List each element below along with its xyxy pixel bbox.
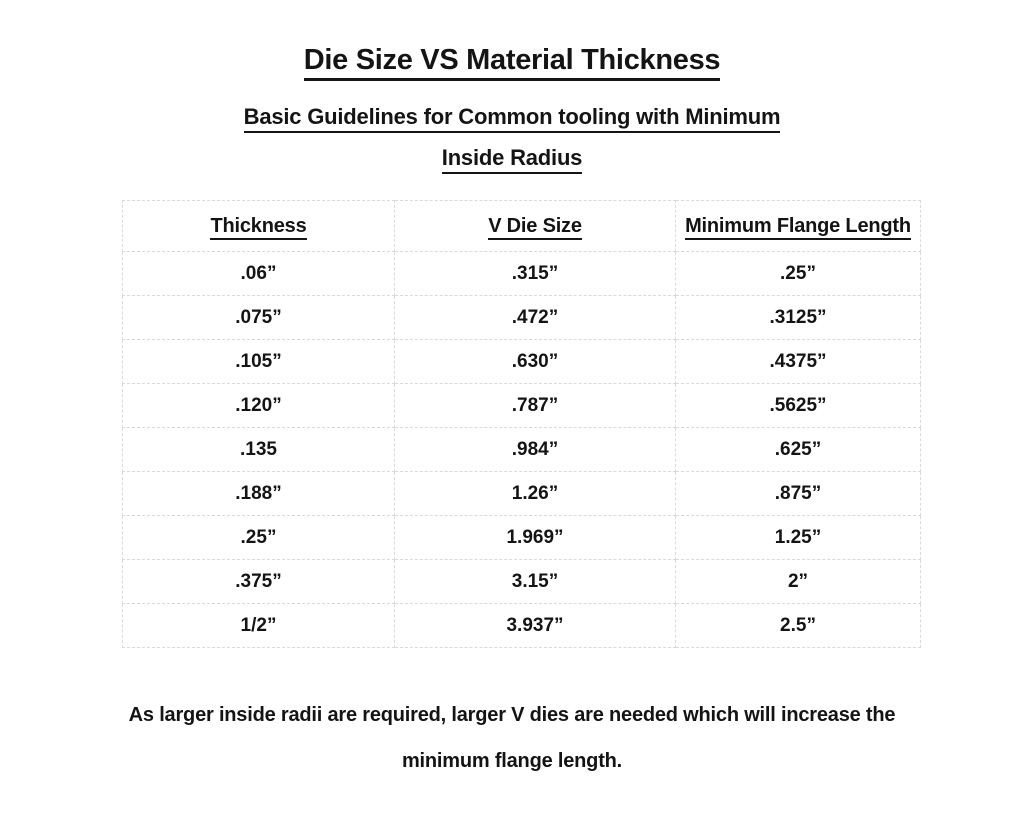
subtitle-line-1-text: Basic Guidelines for Common tooling with… <box>243 104 781 133</box>
cell-v-die-size: 1.26” <box>394 471 676 516</box>
cell-v-die-size: .787” <box>394 383 676 428</box>
cell-v-die-size: .315” <box>394 251 676 296</box>
cell-thickness: .06” <box>122 251 395 296</box>
cell-v-die-size: .472” <box>394 295 676 340</box>
cell-v-die-size: .984” <box>394 427 676 472</box>
header-min-flange-length: Minimum Flange Length <box>675 200 921 252</box>
cell-v-die-size: 3.15” <box>394 559 676 604</box>
cell-min-flange-length: 1.25” <box>675 515 921 560</box>
cell-thickness: .120” <box>122 383 395 428</box>
table-row: .375” 3.15” 2” <box>122 559 921 604</box>
cell-min-flange-length: .625” <box>675 427 921 472</box>
cell-min-flange-length: .3125” <box>675 295 921 340</box>
footnote-line-2: minimum flange length. <box>401 750 623 772</box>
cell-thickness: .375” <box>122 559 395 604</box>
header-thickness: Thickness <box>122 200 395 252</box>
cell-thickness: .188” <box>122 471 395 516</box>
footnote-line-1: As larger inside radii are required, lar… <box>128 704 896 726</box>
table-header-row: Thickness V Die Size Minimum Flange Leng… <box>122 200 921 252</box>
die-size-table: Thickness V Die Size Minimum Flange Leng… <box>122 200 921 648</box>
header-min-flange-length-text: Minimum Flange Length <box>685 214 911 240</box>
cell-thickness: .105” <box>122 339 395 384</box>
header-v-die-size-text: V Die Size <box>488 214 582 240</box>
table-row: .075” .472” .3125” <box>122 295 921 340</box>
cell-min-flange-length: .4375” <box>675 339 921 384</box>
cell-min-flange-length: .5625” <box>675 383 921 428</box>
cell-thickness: .25” <box>122 515 395 560</box>
cell-min-flange-length: 2.5” <box>675 603 921 648</box>
table-row: .25” 1.969” 1.25” <box>122 515 921 560</box>
table-row: .120” .787” .5625” <box>122 383 921 428</box>
cell-min-flange-length: 2” <box>675 559 921 604</box>
cell-thickness: .135 <box>122 427 395 472</box>
subtitle-line-2-text: Inside Radius <box>441 145 582 174</box>
cell-thickness: .075” <box>122 295 395 340</box>
cell-thickness: 1/2” <box>122 603 395 648</box>
header-thickness-text: Thickness <box>210 214 307 240</box>
table-row: .135 .984” .625” <box>122 427 921 472</box>
page-title: Die Size VS Material Thickness <box>0 44 1024 81</box>
cell-v-die-size: 1.969” <box>394 515 676 560</box>
cell-v-die-size: .630” <box>394 339 676 384</box>
table-row: .105” .630” .4375” <box>122 339 921 384</box>
table-row: .06” .315” .25” <box>122 251 921 296</box>
table-row: 1/2” 3.937” 2.5” <box>122 603 921 648</box>
page-title-text: Die Size VS Material Thickness <box>303 44 721 81</box>
cell-min-flange-length: .25” <box>675 251 921 296</box>
header-v-die-size: V Die Size <box>394 200 676 252</box>
subtitle-line-1: Basic Guidelines for Common tooling with… <box>0 104 1024 133</box>
table-row: .188” 1.26” .875” <box>122 471 921 516</box>
subtitle-line-2: Inside Radius <box>0 145 1024 174</box>
cell-min-flange-length: .875” <box>675 471 921 516</box>
cell-v-die-size: 3.937” <box>394 603 676 648</box>
